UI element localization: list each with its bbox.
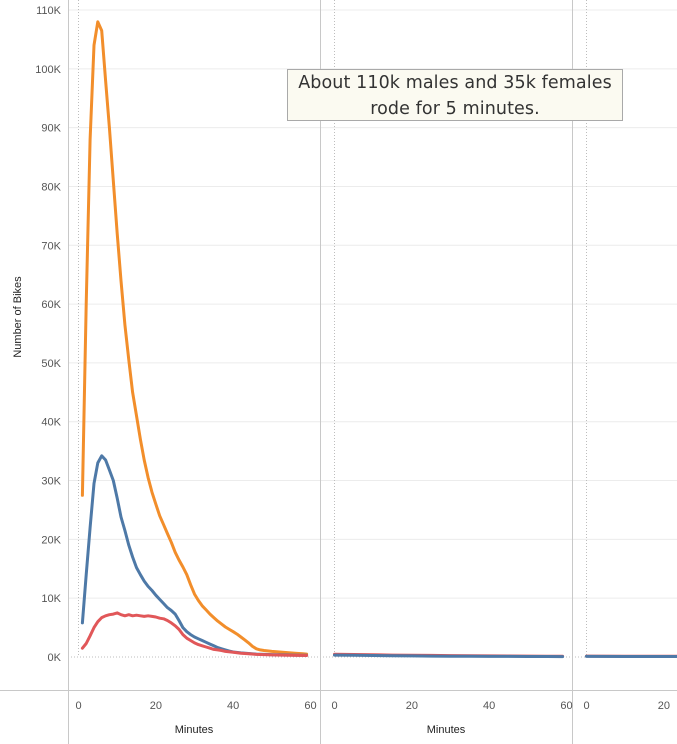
y-axis-tick-labels: 0K 10K 20K 30K 40K 50K 60K 70K 80K 90K 100K 110K xyxy=(35,5,61,664)
y-tick-label: 0K xyxy=(48,652,62,664)
x-tick-label: 20 xyxy=(406,700,418,712)
x-tick-label: 20 xyxy=(658,700,670,712)
x-axis-tick-labels: 0 20 40 60 0 20 40 60 0 20 xyxy=(75,700,670,712)
annotation-text: About 110k males and 35k females rode fo… xyxy=(298,73,612,119)
series-line-blue xyxy=(333,653,565,659)
series-line-blue xyxy=(80,454,309,657)
x-tick-label: 60 xyxy=(304,700,316,712)
x-tick-label: 20 xyxy=(150,700,162,712)
x-tick-label: 0 xyxy=(331,700,337,712)
y-tick-label: 20K xyxy=(41,534,61,546)
y-tick-label: 80K xyxy=(41,181,61,193)
series-line-orange xyxy=(80,20,309,656)
y-tick-label: 10K xyxy=(41,593,61,605)
annotation-box: About 110k males and 35k females rode fo… xyxy=(287,69,623,121)
x-tick-label: 40 xyxy=(227,700,239,712)
x-tick-label: 0 xyxy=(75,700,81,712)
y-tick-label: 90K xyxy=(41,123,61,135)
y-tick-label: 30K xyxy=(41,476,61,488)
series-lines xyxy=(80,20,677,659)
series-line-red xyxy=(80,611,309,657)
x-tick-label: 40 xyxy=(483,700,495,712)
y-axis-title: Number of Bikes xyxy=(12,276,24,358)
y-tick-label: 50K xyxy=(41,358,61,370)
x-axis-titles: Minutes Minutes xyxy=(175,724,466,736)
y-tick-label: 70K xyxy=(41,240,61,252)
x-axis-title: Minutes xyxy=(427,724,466,736)
x-tick-label: 60 xyxy=(560,700,572,712)
x-tick-label: 0 xyxy=(583,700,589,712)
y-tick-label: 40K xyxy=(41,417,61,429)
x-axis-title: Minutes xyxy=(175,724,214,736)
y-tick-label: 110K xyxy=(36,5,62,17)
y-tick-label: 100K xyxy=(35,64,61,76)
y-tick-label: 60K xyxy=(41,299,61,311)
